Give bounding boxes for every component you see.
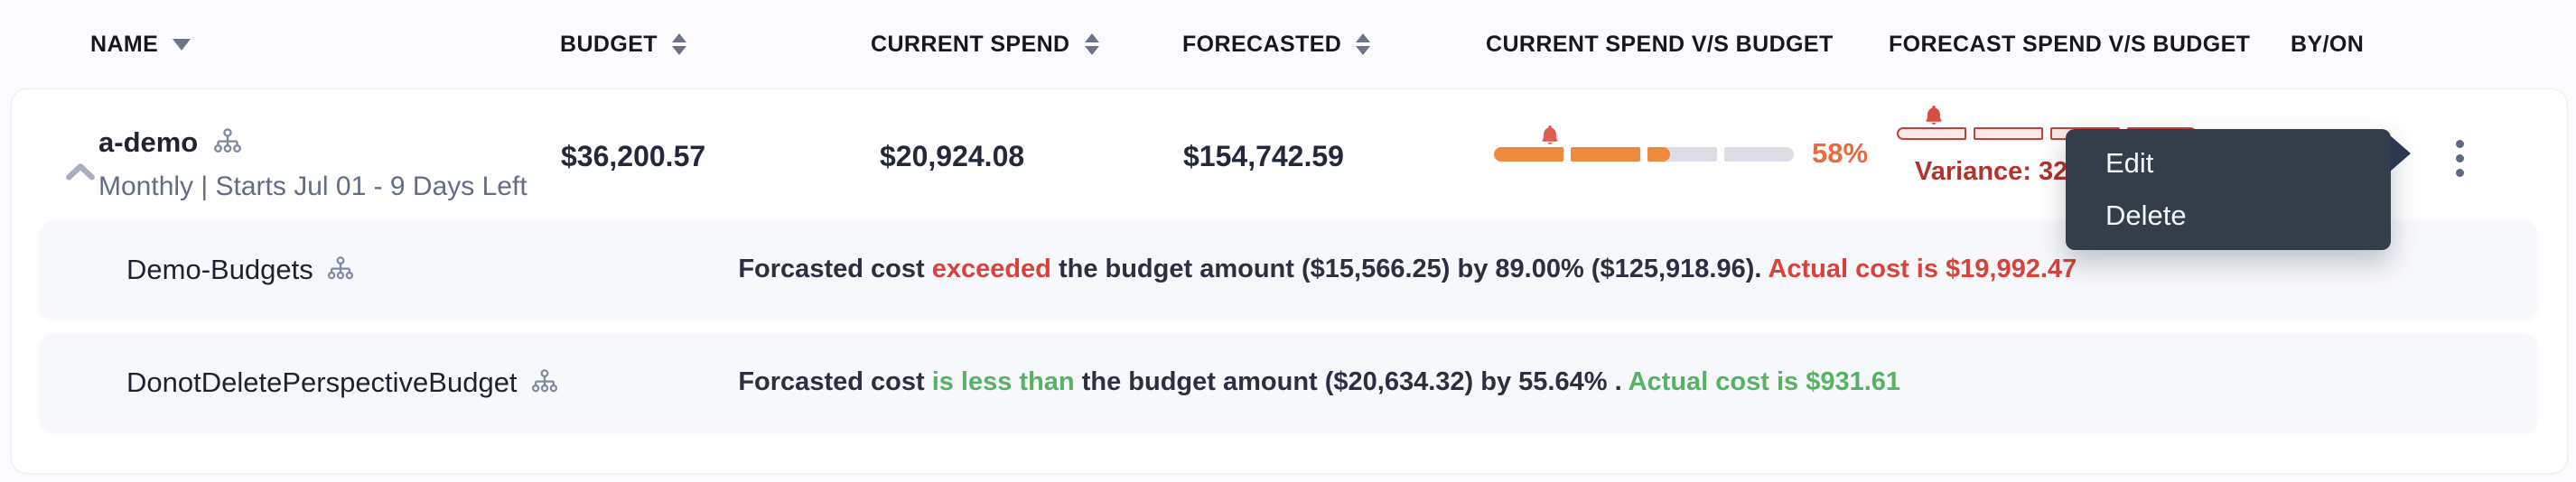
table-header: NAME BUDGET CURRENT SPEND FORECASTED CUR… (0, 0, 2576, 88)
column-header-name-label: NAME (90, 31, 159, 57)
column-header-budget-label: BUDGET (560, 31, 658, 57)
sort-icon[interactable] (1084, 33, 1099, 55)
sort-icon[interactable] (1356, 33, 1371, 55)
column-header-current-spend-label: CURRENT SPEND (871, 31, 1070, 57)
menu-item-delete[interactable]: Delete (2105, 199, 2187, 231)
column-header-current-spend[interactable]: CURRENT SPEND (871, 0, 1099, 88)
hierarchy-icon[interactable] (530, 368, 559, 397)
sort-icon[interactable] (671, 33, 686, 55)
forecast-alert-bell-icon (1922, 104, 1946, 127)
message-actual-cost: Actual cost is $19,992.47 (1768, 255, 2077, 283)
column-header-budget[interactable]: BUDGET (560, 0, 686, 88)
column-header-current-vs-budget-label: CURRENT SPEND V/S BUDGET (1486, 31, 1834, 57)
current-vs-budget-bar (1494, 147, 1794, 162)
menu-item-edit[interactable]: Edit (2105, 147, 2154, 179)
current-vs-budget-cell: 58% (1494, 89, 1868, 220)
hierarchy-icon[interactable] (326, 255, 355, 284)
child-budget-name: Demo-Budgets (126, 253, 313, 285)
budget-row-parent: a-demo Monthly | Starts Jul 01 - 9 Days … (12, 89, 2567, 220)
current-spend-amount: $20,924.08 (880, 140, 1025, 172)
column-header-forecast-vs-budget: FORECAST SPEND V/S BUDGET (1889, 0, 2250, 88)
child-budget-row: DonotDeletePerspectiveBudget Forcasted c… (40, 333, 2537, 431)
collapse-chevron-icon[interactable] (61, 158, 100, 185)
current-vs-budget-percent: 58% (1812, 137, 1869, 169)
forecasted-amount: $154,742.59 (1183, 140, 1344, 172)
column-header-name[interactable]: NAME (90, 0, 191, 88)
message-lead: Forcasted cost (738, 367, 932, 396)
current-alert-bell-icon (1538, 124, 1562, 147)
message-lead: Forcasted cost (738, 255, 932, 283)
message-middle: the budget amount ($20,634.32) by 55.64%… (1074, 367, 1629, 396)
message-verdict: is less than (931, 367, 1075, 396)
column-header-forecasted[interactable]: FORECASTED (1182, 0, 1371, 88)
message-verdict: exceeded (931, 255, 1051, 283)
message-middle: the budget amount ($15,566.25) by 89.00%… (1050, 255, 1769, 283)
budget-amount: $36,200.57 (561, 140, 706, 172)
context-menu: Edit Delete (2066, 129, 2411, 250)
column-header-current-vs-budget: CURRENT SPEND V/S BUDGET (1486, 0, 1834, 88)
child-budget-name: DonotDeletePerspectiveBudget (126, 366, 518, 398)
kebab-menu-icon[interactable] (2440, 133, 2479, 183)
sort-desc-icon[interactable] (173, 38, 191, 51)
column-header-forecast-vs-budget-label: FORECAST SPEND V/S BUDGET (1889, 31, 2251, 57)
hierarchy-icon[interactable] (212, 127, 243, 158)
budget-schedule: Monthly | Starts Jul 01 - 9 Days Left (98, 171, 527, 201)
budget-name-block: a-demo Monthly | Starts Jul 01 - 9 Days … (98, 125, 527, 203)
menu-pointer-arrow (2390, 135, 2411, 171)
column-header-by-on-label: BY/ON (2291, 31, 2365, 57)
budget-name: a-demo (98, 126, 199, 158)
budget-status-message: Forcasted cost is less than the budget a… (695, 338, 1900, 427)
budget-status-message: Forcasted cost exceeded the budget amoun… (695, 225, 2077, 314)
message-actual-cost: Actual cost is $931.61 (1628, 367, 1901, 396)
column-header-forecasted-label: FORECASTED (1182, 31, 1342, 57)
column-header-by-on: BY/ON (2291, 0, 2364, 88)
